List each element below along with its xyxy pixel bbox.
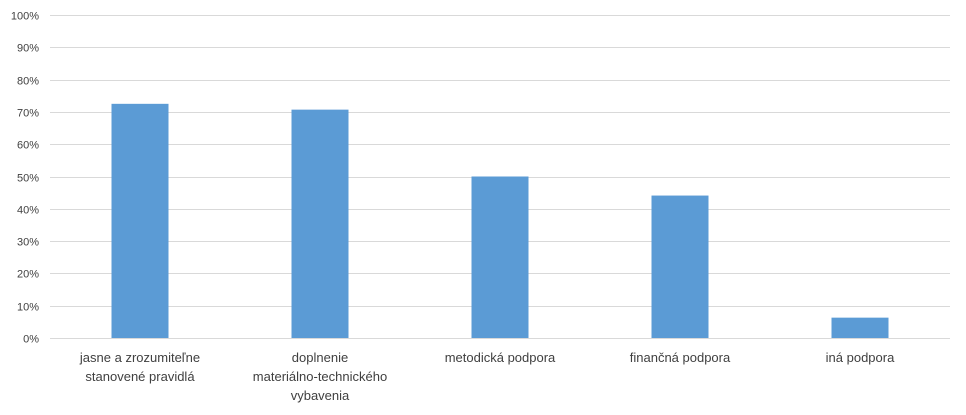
bar	[831, 317, 889, 338]
x-category-label: iná podpora	[826, 350, 895, 365]
y-tick-label: 40%	[17, 205, 39, 217]
y-tick-label: 50%	[17, 173, 39, 185]
x-category-label: doplnenie	[292, 350, 348, 365]
y-tick-label: 60%	[17, 140, 39, 152]
x-category-label: metodická podpora	[445, 350, 556, 365]
y-tick-label: 30%	[17, 237, 39, 249]
y-tick-label: 70%	[17, 108, 39, 120]
bar	[111, 103, 169, 338]
x-category-label: finančná podpora	[630, 350, 731, 365]
bar	[471, 176, 529, 338]
bars	[111, 103, 889, 338]
y-tick-label: 100%	[11, 11, 39, 23]
bar	[291, 109, 349, 338]
y-tick-label: 10%	[17, 302, 39, 314]
x-category-label: vybavenia	[291, 388, 350, 403]
bar	[651, 195, 709, 338]
x-category-label: materiálno-technického	[253, 369, 387, 384]
y-axis-tick-labels: 0% 10% 20% 30% 40% 50% 60% 70% 80% 90% 100%	[11, 11, 39, 346]
y-tick-label: 80%	[17, 76, 39, 88]
y-tick-label: 90%	[17, 43, 39, 55]
x-axis-category-labels: jasne a zrozumiteľne stanovené pravidlá do…	[79, 350, 895, 403]
x-category-label: jasne a zrozumiteľne	[79, 350, 200, 365]
x-category-label: stanovené pravidlá	[85, 369, 195, 384]
y-tick-label: 0%	[23, 334, 39, 346]
y-tick-label: 20%	[17, 269, 39, 281]
